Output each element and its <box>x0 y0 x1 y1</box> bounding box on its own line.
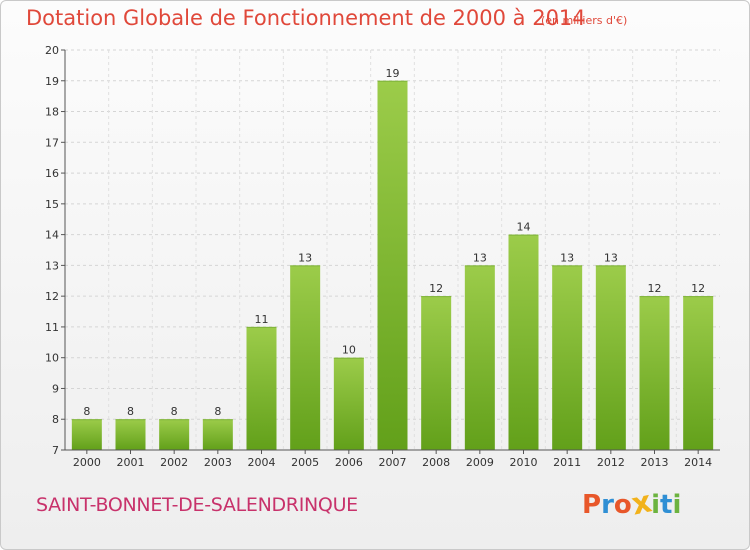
x-tick-label: 2004 <box>248 456 276 469</box>
y-tick-label: 17 <box>45 136 59 149</box>
bar-value-label: 19 <box>386 67 400 80</box>
logo-letter: t <box>660 490 673 520</box>
y-tick-label: 16 <box>45 167 59 180</box>
bar-2013 <box>639 296 670 450</box>
bar-2004 <box>246 326 277 450</box>
grid-lines <box>65 49 720 450</box>
bar-value-label: 8 <box>83 405 90 418</box>
bar-2009 <box>464 265 495 450</box>
bar-value-label: 14 <box>517 221 531 234</box>
x-tick-label: 2012 <box>597 456 625 469</box>
bar-2002 <box>159 419 190 450</box>
bar-2006 <box>333 357 364 450</box>
bar-2010 <box>508 234 539 450</box>
bar-2007 <box>377 80 408 451</box>
bar-2011 <box>552 265 583 450</box>
bar-2014 <box>683 296 714 450</box>
y-tick-label: 10 <box>45 352 59 365</box>
x-tick-label: 2003 <box>204 456 232 469</box>
bar-value-label: 12 <box>648 282 662 295</box>
bar-value-label: 8 <box>127 405 134 418</box>
bar-2003 <box>202 419 233 450</box>
bar-value-label: 13 <box>604 251 618 264</box>
commune-name: SAINT-BONNET-DE-SALENDRINQUE <box>36 494 358 516</box>
x-tick-label: 2000 <box>73 456 101 469</box>
logo-letter: P <box>582 490 602 520</box>
x-tick-label: 2011 <box>553 456 581 469</box>
bar-2001 <box>115 419 146 450</box>
x-tick-label: 2008 <box>422 456 450 469</box>
x-tick-label: 2010 <box>510 456 538 469</box>
y-tick-label: 19 <box>45 75 59 88</box>
y-tick-label: 14 <box>45 229 59 242</box>
bar-value-label: 8 <box>214 405 221 418</box>
logo-letter: r <box>601 490 614 520</box>
y-tick-label: 9 <box>52 382 59 395</box>
axes: 7 8 9 10 11 12 13 14 15 16 17 18 19 20 2000 2001 2002 200… <box>45 44 720 469</box>
y-tick-label: 18 <box>45 106 59 119</box>
bar-value-label: 13 <box>298 251 312 264</box>
bar-value-label: 12 <box>691 282 705 295</box>
bar-2008 <box>421 296 452 450</box>
logo-letter: o <box>613 490 632 520</box>
bar-2000 <box>71 419 102 450</box>
x-tick-label: 2014 <box>684 456 712 469</box>
bar-value-label: 13 <box>560 251 574 264</box>
bar-value-label: 8 <box>171 405 178 418</box>
x-tick-label: 2013 <box>641 456 669 469</box>
bar-2012 <box>595 265 626 450</box>
x-tick-label: 2002 <box>160 456 188 469</box>
y-tick-label: 8 <box>52 413 59 426</box>
chart-unit: (en milliers d'€) <box>541 14 628 27</box>
bar-value-label: 10 <box>342 344 356 357</box>
y-tick-label: 13 <box>45 259 59 272</box>
bar-value-label: 12 <box>429 282 443 295</box>
logo-letter: i <box>672 490 682 520</box>
bar-2005 <box>290 265 321 450</box>
chart-title: Dotation Globale de Fonctionnement de 20… <box>26 6 586 30</box>
bar-value-label: 13 <box>473 251 487 264</box>
y-tick-label: 20 <box>45 44 59 57</box>
y-tick-label: 12 <box>45 290 59 303</box>
y-tick-label: 15 <box>45 198 59 211</box>
y-tick-label: 7 <box>52 444 59 457</box>
bars: 8 8 8 8 11 13 10 19 12 13 14 13 13 12 12 <box>71 67 714 451</box>
x-tick-label: 2009 <box>466 456 494 469</box>
logo-letter: i <box>651 490 661 520</box>
bar-value-label: 11 <box>255 313 269 326</box>
x-tick-label: 2006 <box>335 456 363 469</box>
x-tick-label: 2001 <box>117 456 145 469</box>
x-tick-label: 2007 <box>379 456 407 469</box>
y-tick-label: 11 <box>45 321 59 334</box>
x-tick-label: 2005 <box>291 456 319 469</box>
proxiti-logo[interactable]: Proxiti <box>582 484 682 522</box>
